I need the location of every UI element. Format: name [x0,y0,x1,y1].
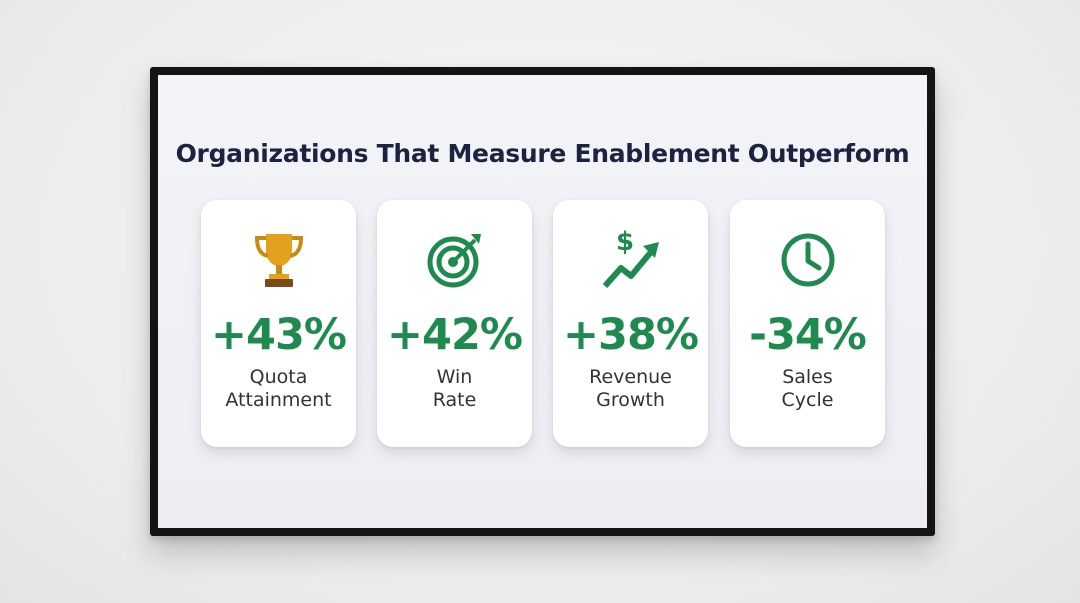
card: $ +38% Revenue Growth [553,200,708,447]
clock-icon [781,233,834,287]
stat-value: -34% [749,310,867,360]
card: -34% Sales Cycle [730,200,885,447]
screen: Organizations That Measure Enablement Ou… [158,75,927,528]
stat-value: +42% [387,310,523,360]
stat-label: Win [436,366,473,388]
card: +43% Quota Attainment [201,200,356,447]
title: Organizations That Measure Enablement Ou… [175,139,910,168]
stat-label: Growth [596,389,665,411]
stat-value: +43% [211,310,347,360]
growth-icon: $ [602,228,659,288]
trophy-icon [254,234,303,287]
stat-label: Cycle [781,389,834,411]
target-icon [427,234,481,288]
stat-value: +38% [563,310,699,360]
tv-frame: Organizations That Measure Enablement Ou… [150,67,935,536]
card: +42% Win Rate [377,200,532,447]
stat-label: Revenue [589,366,672,388]
stat-label: Quota [249,366,308,388]
stat-label: Sales [782,366,833,388]
stat-label: Attainment [225,389,332,411]
svg-text:$: $ [615,228,633,257]
stat-label: Rate [432,389,477,411]
